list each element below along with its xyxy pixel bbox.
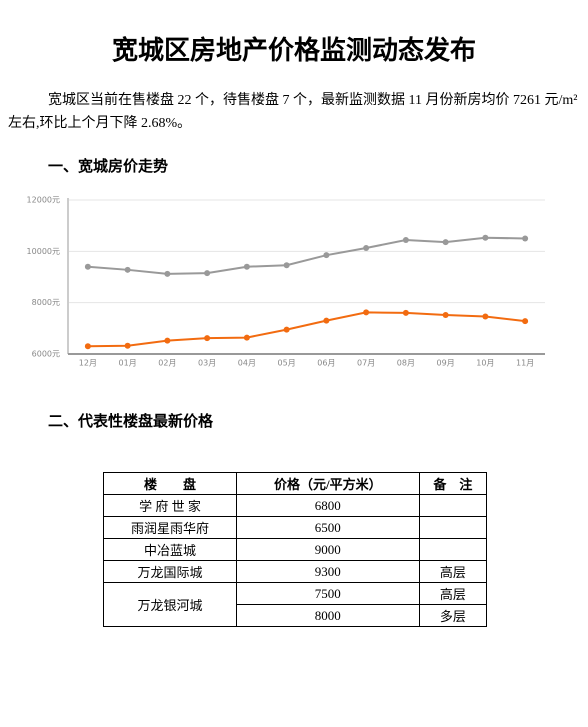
table-cell: 万龙银河城 (103, 582, 237, 627)
y-tick-label: 12000元 (27, 196, 60, 205)
table-cell: 9300 (235, 560, 420, 583)
header-row: 楼 盘价格（元/平方米）备 注 (103, 472, 488, 495)
x-tick-label: 09月 (437, 359, 455, 368)
x-tick-label: 07月 (357, 359, 375, 368)
table-cell (418, 516, 488, 539)
chart: 6000元 8000元 10000元 12000元 12月 01月 02月 03月 04月 05月… (27, 196, 545, 368)
point (363, 309, 370, 316)
table-cell: 学 府 世 家 (103, 494, 237, 517)
point (84, 263, 91, 270)
point (243, 334, 250, 341)
table-cell: 雨润星雨华府 (103, 516, 237, 539)
doc-title: 宽城区房地产价格监测动态发布 (111, 36, 476, 65)
section-heading: 一、宽城房价走势 (48, 159, 169, 175)
table-cell: 中冶蓝城 (103, 538, 237, 561)
price-table: 楼 盘价格（元/平方米）备 注学 府 世 家 6800 雨润星雨华府 6500 中冶蓝城… (103, 472, 488, 627)
point (323, 317, 330, 324)
point (402, 309, 409, 316)
x-tick-label: 06月 (317, 359, 335, 368)
x-tick-label: 04月 (238, 359, 256, 368)
y-tick-label: 6000元 (32, 350, 60, 359)
table-row: 中冶蓝城 9000 (103, 538, 488, 561)
point (164, 337, 171, 344)
section-heading: 二、代表性楼盘最新价格 (48, 414, 214, 430)
x-tick-label: 03月 (198, 359, 216, 368)
x-tick-label: 08月 (397, 359, 415, 368)
table-cell: 高层 (418, 582, 488, 605)
header-cell: 备 注 (418, 472, 488, 495)
header-cell: 价格（元/平方米） (235, 472, 420, 495)
point (482, 234, 489, 241)
point (164, 270, 171, 277)
table-cell: 7500 (235, 582, 420, 605)
point (204, 270, 211, 277)
point (402, 237, 409, 244)
table-row: 万龙银河城 7500 高层 (103, 582, 488, 627)
point (204, 335, 211, 342)
table-cell: 9000 (235, 538, 420, 561)
point (283, 262, 290, 269)
point (84, 343, 91, 350)
table-cell: 6500 (235, 516, 420, 539)
point (283, 326, 290, 333)
point (482, 313, 489, 320)
line (87, 236, 526, 275)
table-cell: 万龙国际城 (103, 560, 237, 583)
x-tick-label: 01月 (119, 359, 137, 368)
point (442, 239, 449, 246)
table-row: 学 府 世 家 6800 (103, 494, 488, 517)
x-tick-label: 11月 (516, 359, 534, 368)
table-cell: 高层 (418, 560, 488, 583)
line (87, 311, 526, 348)
point (124, 342, 131, 349)
table-cell: 多层 (418, 604, 488, 627)
table-cell: 8000 (235, 604, 420, 627)
y-tick-label: 10000元 (27, 247, 60, 256)
header-cell: 楼 盘 (103, 472, 237, 495)
table-row: 雨润星雨华府 6500 (103, 516, 488, 539)
intro: 宽城区当前在售楼盘 22 个，待售楼盘 7 个，最新监测数据 11 月份新房均价… (8, 93, 578, 131)
x-tick-label: 02月 (158, 359, 176, 368)
point (124, 266, 131, 273)
point (522, 318, 529, 325)
point (243, 263, 250, 270)
point (323, 252, 330, 259)
table-row: 8000 多层 (104, 604, 488, 627)
y-tick-label: 8000元 (32, 298, 60, 307)
table-cell: 6800 (235, 494, 420, 517)
x-tick-label: 12月 (79, 359, 97, 368)
point (442, 311, 449, 318)
point (522, 235, 529, 242)
table-cell (418, 494, 488, 517)
x-tick-label: 10月 (476, 359, 494, 368)
table-cell (418, 538, 488, 561)
x-tick-label: 05月 (278, 359, 296, 368)
table-row: 万龙国际城 9300 高层 (103, 560, 488, 583)
point (363, 244, 370, 251)
